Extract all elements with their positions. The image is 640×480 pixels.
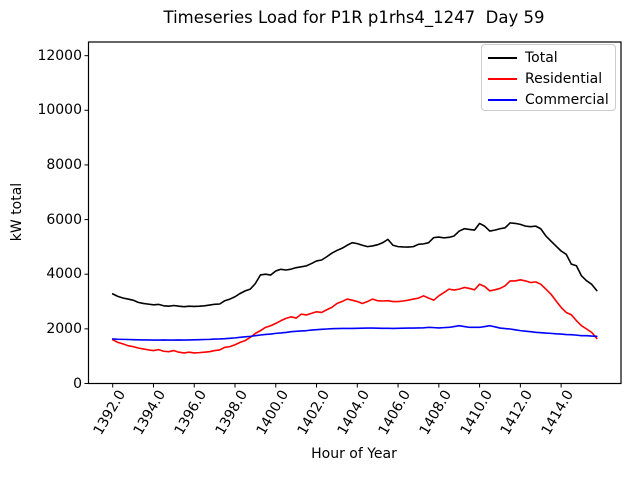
total-line-sample-icon — [488, 56, 517, 59]
commercial-line-sample-icon — [488, 98, 517, 101]
y-tick-label: 2000 — [46, 320, 82, 337]
y-tick-label: 4000 — [46, 266, 82, 283]
series-line-residential — [111, 279, 598, 354]
y-tick-label: 10000 — [37, 102, 82, 119]
legend: Total Residential Commercial — [481, 44, 616, 111]
y-tick-label: 6000 — [46, 211, 82, 228]
axes-frame — [87, 41, 622, 385]
chart-title: Timeseries Load for P1R p1rhs4_1247 Day … — [163, 8, 545, 27]
legend-label-residential: Residential — [525, 70, 603, 87]
legend-label-commercial: Commercial — [525, 91, 609, 108]
legend-entry-residential: Residential — [482, 68, 615, 89]
x-axis-label: Hour of Year — [311, 446, 397, 462]
series-line-commercial — [111, 324, 598, 341]
residential-line-sample-icon — [488, 77, 517, 80]
y-tick-label: 8000 — [46, 156, 82, 173]
legend-label-total: Total — [525, 49, 558, 66]
series-line-total — [111, 222, 598, 308]
y-tick-label: 0 — [73, 375, 82, 392]
legend-entry-commercial: Commercial — [482, 89, 615, 110]
legend-entry-total: Total — [482, 47, 615, 68]
y-tick-label: 12000 — [37, 47, 82, 64]
